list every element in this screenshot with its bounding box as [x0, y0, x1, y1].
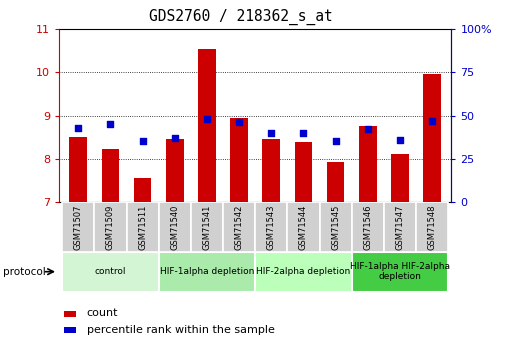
Text: GSM71543: GSM71543: [267, 204, 276, 249]
Text: HIF-1alpha HIF-2alpha
depletion: HIF-1alpha HIF-2alpha depletion: [350, 262, 450, 282]
Bar: [359, 126, 377, 202]
Bar: [134, 178, 151, 202]
Bar: [352, 252, 448, 292]
Bar: [423, 74, 441, 202]
Text: GSM71541: GSM71541: [203, 204, 211, 249]
Bar: [384, 202, 416, 252]
Bar: [230, 118, 248, 202]
Point: [139, 139, 147, 144]
Point: [74, 125, 83, 130]
Point: [235, 120, 243, 125]
Bar: [255, 252, 352, 292]
Bar: [416, 202, 448, 252]
Point: [203, 116, 211, 122]
Bar: [166, 139, 184, 202]
Bar: [327, 162, 345, 202]
Bar: [223, 202, 255, 252]
Bar: [69, 137, 87, 202]
Text: GSM71547: GSM71547: [396, 204, 404, 249]
Bar: [159, 252, 255, 292]
Text: percentile rank within the sample: percentile rank within the sample: [87, 325, 274, 335]
Bar: [191, 202, 223, 252]
Point: [171, 135, 179, 141]
Bar: [94, 202, 127, 252]
Text: HIF-2alpha depletion: HIF-2alpha depletion: [256, 267, 350, 276]
Text: GSM71509: GSM71509: [106, 204, 115, 249]
Text: HIF-1alpha depletion: HIF-1alpha depletion: [160, 267, 254, 276]
Bar: [287, 202, 320, 252]
Bar: [62, 252, 159, 292]
Point: [300, 130, 308, 136]
Text: GSM71507: GSM71507: [74, 204, 83, 249]
Bar: [320, 202, 352, 252]
Point: [331, 139, 340, 144]
Bar: [159, 202, 191, 252]
Point: [364, 127, 372, 132]
Bar: [102, 149, 120, 202]
Text: GDS2760 / 218362_s_at: GDS2760 / 218362_s_at: [149, 9, 333, 25]
Text: GSM71511: GSM71511: [138, 204, 147, 249]
Point: [396, 137, 404, 142]
Text: protocol: protocol: [3, 267, 45, 277]
Bar: [263, 139, 280, 202]
Text: GSM71548: GSM71548: [428, 204, 437, 249]
Point: [106, 121, 114, 127]
Bar: [352, 202, 384, 252]
Bar: [391, 154, 409, 202]
Point: [267, 130, 275, 136]
Bar: [62, 202, 94, 252]
Text: count: count: [87, 308, 118, 318]
Bar: [64, 327, 76, 333]
Bar: [294, 142, 312, 202]
Bar: [255, 202, 287, 252]
Point: [428, 118, 436, 124]
Text: GSM71545: GSM71545: [331, 204, 340, 249]
Bar: [198, 49, 216, 202]
Text: GSM71540: GSM71540: [170, 204, 180, 249]
Bar: [127, 202, 159, 252]
Text: control: control: [95, 267, 126, 276]
Text: GSM71546: GSM71546: [363, 204, 372, 249]
Bar: [64, 311, 76, 317]
Text: GSM71544: GSM71544: [299, 204, 308, 249]
Text: GSM71542: GSM71542: [234, 204, 244, 249]
